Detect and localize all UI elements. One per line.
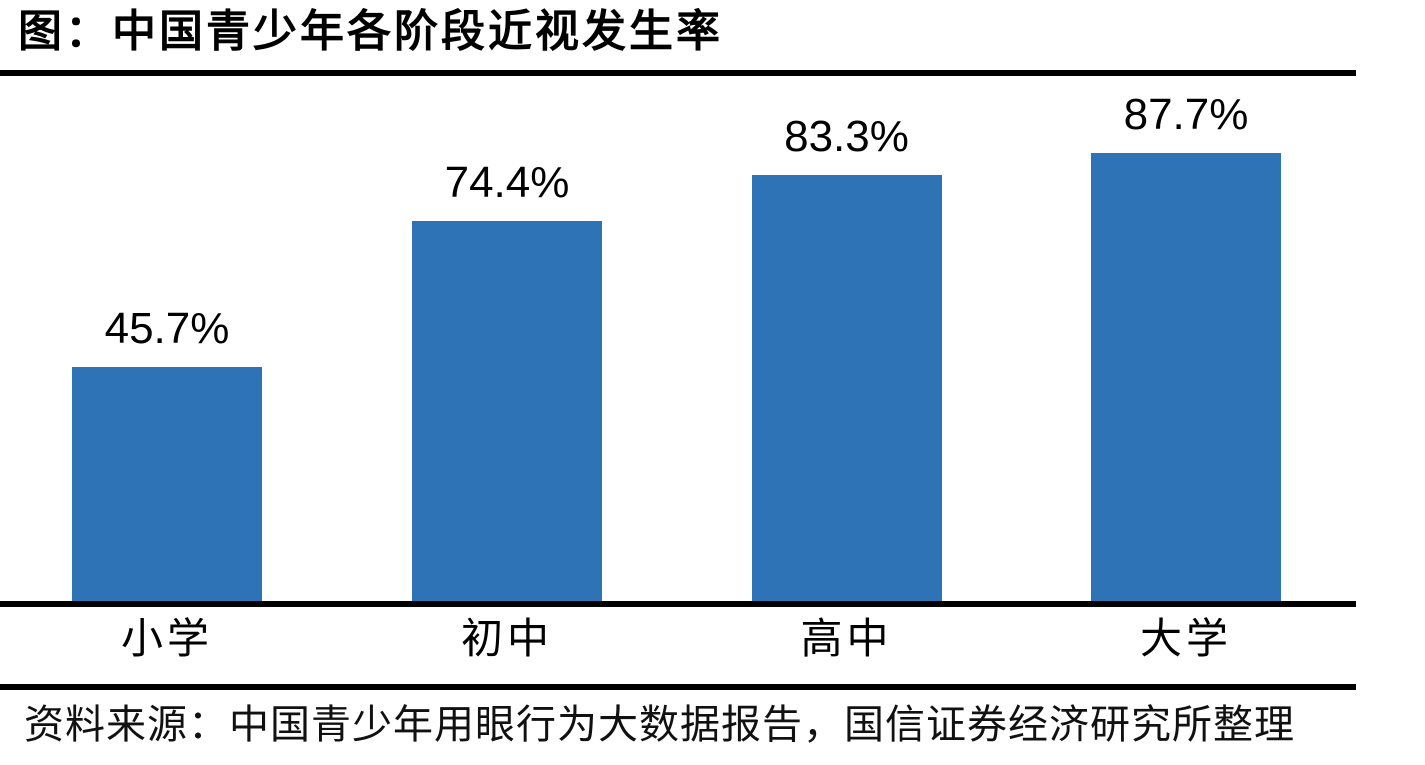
x-axis-labels: 小学 初中 高中 大学	[0, 608, 1356, 674]
source-note: 资料来源：中国青少年用眼行为大数据报告，国信证券经济研究所整理	[24, 702, 1295, 747]
bar	[72, 367, 262, 601]
bar	[751, 175, 942, 601]
bar-value-label: 87.7%	[1123, 90, 1249, 139]
x-axis-tick-label: 小学	[120, 617, 214, 663]
x-axis-tick-label: 大学	[1139, 617, 1233, 663]
bar-value-label: 83.3%	[784, 112, 909, 161]
bar	[1091, 153, 1281, 601]
x-axis-line	[0, 601, 1356, 607]
bar-value-label: 45.7%	[104, 304, 230, 353]
x-axis-tick-label: 高中	[800, 617, 893, 663]
bar-chart-plot-area: 45.7% 74.4% 83.3% 87.7%	[0, 90, 1356, 601]
bar	[412, 221, 602, 601]
x-axis-tick-label: 初中	[460, 617, 554, 663]
footer-divider-line	[0, 684, 1356, 690]
bar-value-label: 74.4%	[444, 158, 570, 207]
chart-title: 图：中国青少年各阶段近视发生率	[18, 7, 723, 56]
title-divider-line	[0, 70, 1356, 76]
